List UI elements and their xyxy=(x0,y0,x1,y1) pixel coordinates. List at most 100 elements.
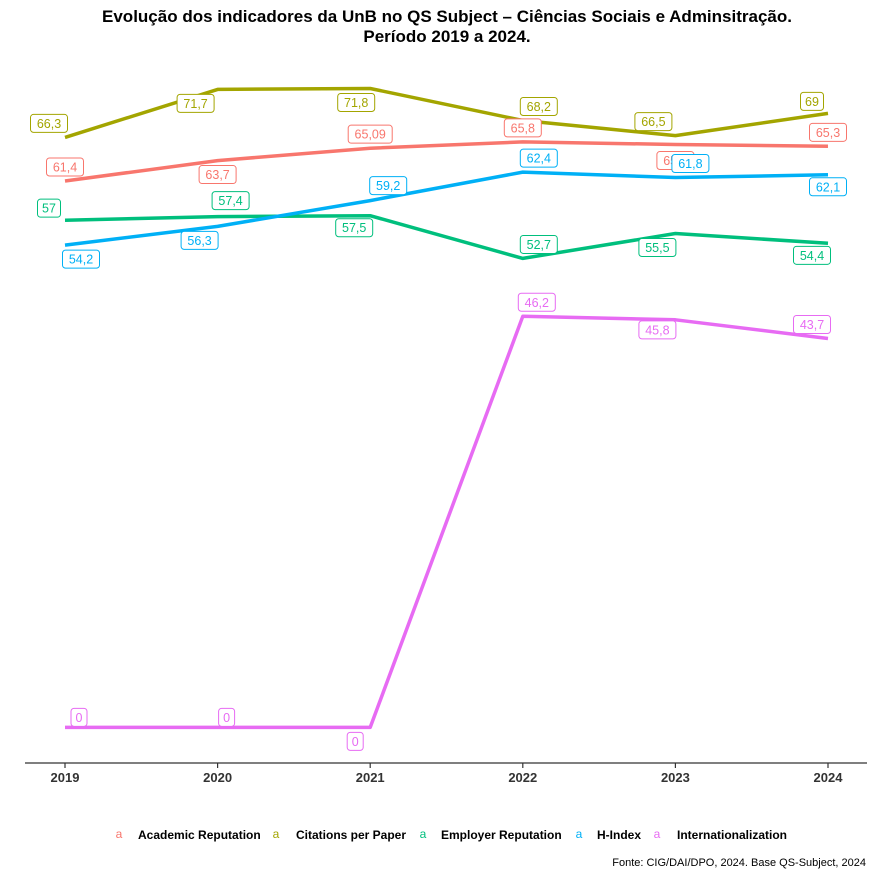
data-label-box xyxy=(519,97,558,117)
data-label: 45,8 xyxy=(638,320,677,340)
legend-label: Academic Reputation xyxy=(138,828,261,842)
data-label: 54,4 xyxy=(793,245,831,265)
data-label: 57,5 xyxy=(335,218,374,238)
data-label-text: 0 xyxy=(76,711,83,725)
data-label-box xyxy=(70,707,88,727)
data-label-text: 45,8 xyxy=(645,323,669,337)
data-label-box xyxy=(180,230,219,250)
data-label-box xyxy=(503,118,542,138)
data-label-box xyxy=(62,249,100,269)
x-tick-label: 2023 xyxy=(661,770,690,785)
data-label-box xyxy=(671,153,710,173)
legend-label: Employer Reputation xyxy=(441,828,562,842)
plot-area: 2019 2020 2021 2022 2023 2024 61,4 63,7 65,09 65,… xyxy=(25,86,867,785)
data-label-box xyxy=(369,176,408,196)
data-label: 43,7 xyxy=(793,315,831,335)
data-label: 55,5 xyxy=(638,238,677,258)
data-label-box xyxy=(46,157,84,177)
data-label-box xyxy=(30,113,68,133)
data-label: 57,4 xyxy=(211,191,250,211)
legend-label: Internationalization xyxy=(677,828,787,842)
data-label-box xyxy=(337,92,376,112)
caption: Fonte: CIG/DAI/DPO, 2024. Base QS-Subjec… xyxy=(612,857,866,869)
legend-key: a xyxy=(273,827,280,841)
legend-label: Citations per Paper xyxy=(296,828,406,842)
data-label-text: 59,2 xyxy=(376,179,400,193)
data-label-text: 69 xyxy=(805,95,819,109)
legend-key: a xyxy=(576,827,583,841)
data-label-box xyxy=(638,320,677,340)
legend: a Academic Reputation a Citations per Paper… xyxy=(116,827,787,842)
data-label-box xyxy=(517,292,556,312)
data-label-text: 54,4 xyxy=(800,249,824,263)
x-tick-label: 2021 xyxy=(356,770,385,785)
data-label-box xyxy=(638,238,677,258)
data-label-text: 65,09 xyxy=(355,128,386,142)
data-label-text: 62,4 xyxy=(527,152,551,166)
data-label: 56,3 xyxy=(180,230,219,250)
x-tick-label: 2022 xyxy=(508,770,537,785)
legend-label: H-Index xyxy=(597,828,641,842)
data-label: 0 xyxy=(70,707,88,727)
data-label-text: 62,1 xyxy=(816,180,840,194)
data-label-box xyxy=(346,731,364,751)
data-label-box xyxy=(809,177,847,197)
data-label-text: 56,3 xyxy=(187,234,211,248)
data-label: 65,3 xyxy=(809,122,847,142)
data-label: 0 xyxy=(218,707,236,727)
data-label-box xyxy=(335,218,374,238)
data-label: 71,8 xyxy=(337,92,376,112)
data-label-box xyxy=(809,122,847,142)
data-label-box xyxy=(793,245,831,265)
chart-title: Evolução dos indicadores da UnB no QS Su… xyxy=(102,7,792,26)
data-label-box xyxy=(800,91,824,111)
data-label-box xyxy=(519,148,558,168)
data-label-text: 65,3 xyxy=(816,126,840,140)
data-label-text: 71,8 xyxy=(344,96,368,110)
data-label-text: 66,3 xyxy=(37,117,61,131)
data-label-text: 0 xyxy=(223,711,230,725)
data-label-text: 54,2 xyxy=(69,253,93,267)
data-label-text: 63,7 xyxy=(205,168,229,182)
data-label: 62,4 xyxy=(519,148,558,168)
data-label: 0 xyxy=(346,731,364,751)
data-label-text: 57 xyxy=(42,202,56,216)
chart-subtitle: Período 2019 a 2024. xyxy=(363,27,530,46)
data-label-box xyxy=(211,191,250,211)
data-label-text: 65,8 xyxy=(511,121,535,135)
legend-key: a xyxy=(420,827,427,841)
data-label-text: 66,5 xyxy=(641,115,665,129)
data-label: 71,7 xyxy=(176,93,215,113)
data-label-box xyxy=(218,707,236,727)
legend-key: a xyxy=(654,827,661,841)
data-label: 46,2 xyxy=(517,292,556,312)
data-label-text: 52,7 xyxy=(527,238,551,252)
data-label-text: 0 xyxy=(352,735,359,749)
data-label-text: 57,4 xyxy=(218,194,242,208)
data-label-box xyxy=(347,124,393,144)
data-label-text: 61,8 xyxy=(678,157,702,171)
data-label-text: 68,2 xyxy=(527,100,551,114)
data-label-text: 46,2 xyxy=(525,296,549,310)
data-label: 63,7 xyxy=(198,165,237,185)
data-label: 54,2 xyxy=(62,249,100,269)
series-line-employer-reputation xyxy=(64,213,829,261)
series-line-internationalization xyxy=(65,314,829,730)
data-label: 69 xyxy=(800,91,824,111)
data-label-box xyxy=(519,234,558,254)
x-tick-label: 2024 xyxy=(814,770,844,785)
data-label: 52,7 xyxy=(519,234,558,254)
series-line-h-index xyxy=(64,170,829,247)
data-label: 62,1 xyxy=(809,177,847,197)
data-label-text: 43,7 xyxy=(800,318,824,332)
series-line-academic-reputation xyxy=(64,140,829,183)
data-label: 65,8 xyxy=(503,118,542,138)
data-label-box xyxy=(634,112,673,132)
data-label-box xyxy=(198,165,237,185)
data-label-box xyxy=(793,315,831,335)
legend-key: a xyxy=(116,827,123,841)
data-label: 66,3 xyxy=(30,113,68,133)
data-label-text: 61,4 xyxy=(53,161,77,175)
x-tick-label: 2020 xyxy=(203,770,232,785)
